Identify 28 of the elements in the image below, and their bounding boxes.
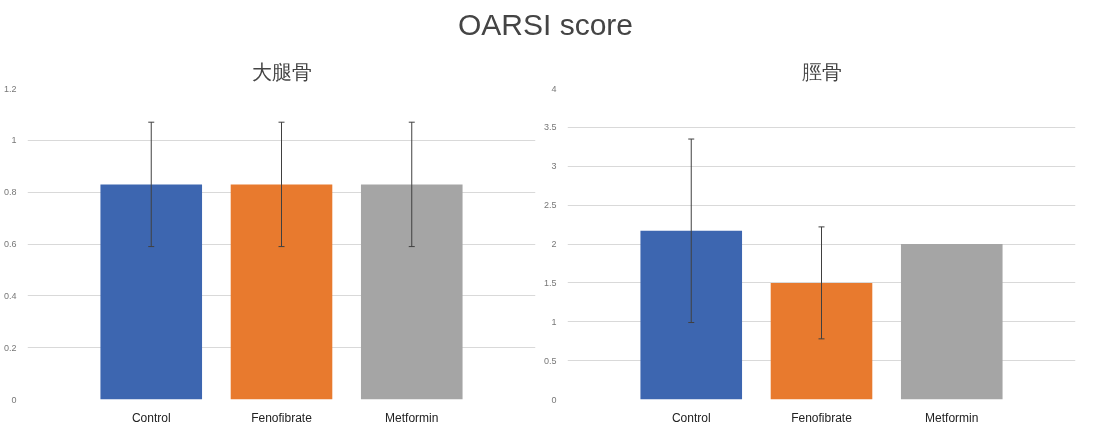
y-tick-label: 2.5 [543,200,557,211]
y-tick-label: 0 [551,394,557,405]
y-tick-label: 1 [11,135,17,146]
y-tick-label: 0.2 [3,342,17,353]
y-tick-label: 0.6 [3,239,17,249]
x-tick-label: Metformin [385,410,439,425]
x-tick-label: Metformin [925,410,979,425]
y-tick-label: 0 [11,394,17,405]
bar [900,244,1003,400]
y-tick-label: 2 [551,239,557,249]
y-tick-label: 4 [551,83,557,94]
chart-title: 大腿骨 [251,59,312,84]
x-tick-label: Fenofibrate [791,410,853,425]
y-tick-label: 0.5 [543,355,557,366]
x-tick-label: Control [671,410,711,425]
bar [640,230,743,400]
bar [770,282,873,400]
y-tick-label: 0.8 [3,187,17,198]
y-tick-label: 3 [551,161,557,172]
y-tick-label: 1.2 [3,83,17,94]
x-tick-label: Fenofibrate [251,410,313,425]
x-tick-label: Control [131,410,171,425]
y-tick-label: 1 [551,316,557,327]
y-tick-label: 1.5 [543,277,557,288]
y-tick-label: 0.4 [3,290,17,301]
y-tick-label: 3.5 [543,122,557,133]
text: OARSI score [457,7,634,41]
chart-title: 脛骨 [801,59,842,84]
